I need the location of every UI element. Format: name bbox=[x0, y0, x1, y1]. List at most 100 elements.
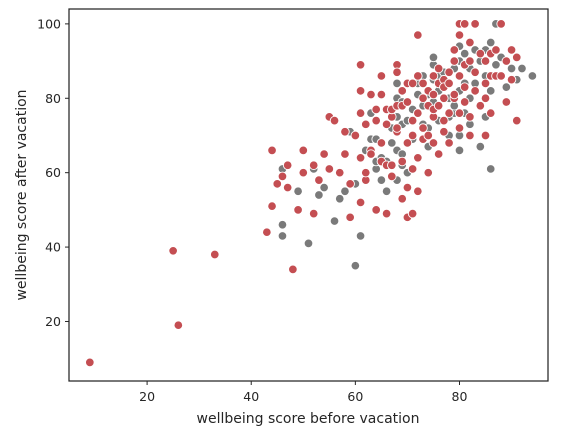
data-point-s1-110 bbox=[454, 123, 465, 133]
data-point-s1-4 bbox=[262, 227, 272, 237]
data-point-s1-78 bbox=[418, 93, 428, 104]
data-point-s1-81 bbox=[418, 78, 428, 89]
x-tick-label-40: 40 bbox=[243, 389, 259, 404]
data-point-s1-74 bbox=[413, 71, 423, 81]
data-point-s1-94 bbox=[433, 100, 444, 111]
data-point-s0-97 bbox=[527, 71, 538, 81]
data-point-s1-13 bbox=[298, 167, 309, 178]
data-point-s1-72 bbox=[407, 130, 418, 141]
data-point-s1-48 bbox=[381, 119, 392, 130]
data-point-s1-137 bbox=[501, 97, 512, 107]
data-point-s0-53 bbox=[428, 52, 439, 63]
data-point-s1-124 bbox=[475, 48, 486, 59]
y-tick-label-20: 20 bbox=[45, 314, 61, 329]
data-point-s1-135 bbox=[496, 71, 506, 81]
y-axis-label: wellbeing score after vacation bbox=[14, 89, 30, 300]
data-point-s1-37 bbox=[366, 89, 376, 100]
data-point-s1-25 bbox=[345, 212, 355, 223]
data-point-s1-102 bbox=[444, 108, 454, 118]
data-point-s1-12 bbox=[293, 205, 303, 215]
data-point-s1-60 bbox=[397, 156, 407, 167]
data-point-s1-117 bbox=[465, 56, 475, 66]
data-point-s1-121 bbox=[470, 19, 480, 29]
data-point-s0-6 bbox=[314, 190, 324, 200]
data-point-s0-96 bbox=[517, 63, 527, 74]
data-point-s1-31 bbox=[355, 153, 366, 163]
data-point-s1-120 bbox=[465, 112, 475, 122]
data-point-s1-118 bbox=[465, 130, 475, 141]
data-point-s1-112 bbox=[454, 108, 465, 118]
data-point-s0-4 bbox=[303, 238, 314, 249]
x-tick-label-60: 60 bbox=[347, 389, 363, 404]
data-point-s1-9 bbox=[282, 160, 293, 170]
data-point-s1-11 bbox=[288, 264, 298, 275]
data-point-s1-111 bbox=[454, 71, 465, 81]
data-point-s1-106 bbox=[449, 56, 460, 66]
data-point-s1-108 bbox=[454, 30, 465, 40]
data-point-s1-138 bbox=[501, 56, 512, 66]
data-point-s1-27 bbox=[350, 130, 361, 141]
data-point-s1-95 bbox=[439, 127, 449, 137]
data-point-s1-3 bbox=[210, 249, 220, 260]
data-point-s1-41 bbox=[371, 205, 381, 215]
data-point-s1-125 bbox=[475, 100, 486, 111]
data-point-s1-61 bbox=[397, 86, 407, 96]
data-point-s1-84 bbox=[423, 167, 434, 178]
data-point-s0-1 bbox=[277, 220, 288, 230]
data-point-s1-127 bbox=[480, 78, 491, 89]
data-point-s1-73 bbox=[413, 30, 423, 40]
y-tick-label-40: 40 bbox=[45, 240, 61, 255]
data-point-s1-50 bbox=[387, 160, 397, 170]
data-point-s1-35 bbox=[361, 167, 371, 178]
data-point-s1-17 bbox=[314, 175, 324, 185]
data-point-s1-142 bbox=[512, 115, 522, 126]
data-point-s1-57 bbox=[392, 67, 402, 77]
data-point-s1-68 bbox=[407, 208, 418, 219]
data-point-s0-25 bbox=[381, 186, 392, 197]
data-point-s1-69 bbox=[407, 164, 418, 174]
data-point-s1-93 bbox=[433, 149, 444, 159]
data-point-s1-128 bbox=[480, 93, 491, 104]
data-point-s1-114 bbox=[459, 82, 470, 92]
data-point-s1-5 bbox=[267, 201, 277, 211]
data-point-s1-26 bbox=[345, 179, 355, 189]
data-point-s1-115 bbox=[459, 97, 470, 107]
data-point-s1-66 bbox=[402, 97, 413, 107]
data-point-s1-64 bbox=[402, 182, 413, 193]
data-point-s1-77 bbox=[413, 186, 423, 197]
y-tick-label-60: 60 bbox=[45, 165, 61, 180]
data-point-s1-119 bbox=[465, 37, 475, 48]
data-point-s1-34 bbox=[361, 119, 371, 130]
data-point-s0-7 bbox=[319, 182, 329, 193]
data-point-s1-123 bbox=[470, 86, 480, 96]
data-point-s1-126 bbox=[480, 56, 491, 66]
data-point-s1-116 bbox=[459, 19, 470, 29]
data-point-s0-87 bbox=[485, 37, 496, 48]
x-tick-label-80: 80 bbox=[452, 389, 468, 404]
data-point-s0-93 bbox=[501, 82, 512, 92]
data-point-s1-1 bbox=[168, 246, 178, 256]
data-point-s0-82 bbox=[475, 141, 486, 152]
data-point-s1-91 bbox=[433, 63, 444, 74]
data-point-s1-22 bbox=[334, 167, 345, 178]
data-point-s1-132 bbox=[485, 108, 496, 118]
data-point-s1-59 bbox=[397, 193, 407, 204]
data-point-s1-100 bbox=[444, 67, 454, 77]
data-point-s1-53 bbox=[387, 171, 397, 182]
data-point-s1-46 bbox=[381, 208, 392, 219]
data-point-s1-43 bbox=[376, 89, 387, 100]
data-point-s0-23 bbox=[376, 175, 387, 185]
data-point-s1-136 bbox=[496, 19, 506, 29]
data-point-s1-44 bbox=[376, 71, 387, 81]
data-point-s0-3 bbox=[293, 186, 303, 197]
data-point-s1-14 bbox=[298, 145, 309, 156]
data-point-s1-96 bbox=[439, 93, 449, 104]
data-point-s1-32 bbox=[355, 197, 366, 208]
data-point-s1-21 bbox=[329, 115, 340, 126]
data-point-s1-8 bbox=[277, 171, 288, 182]
data-point-s1-141 bbox=[512, 52, 522, 63]
data-point-s1-20 bbox=[324, 164, 335, 174]
data-point-s1-86 bbox=[428, 138, 439, 148]
data-point-s1-30 bbox=[355, 86, 366, 96]
